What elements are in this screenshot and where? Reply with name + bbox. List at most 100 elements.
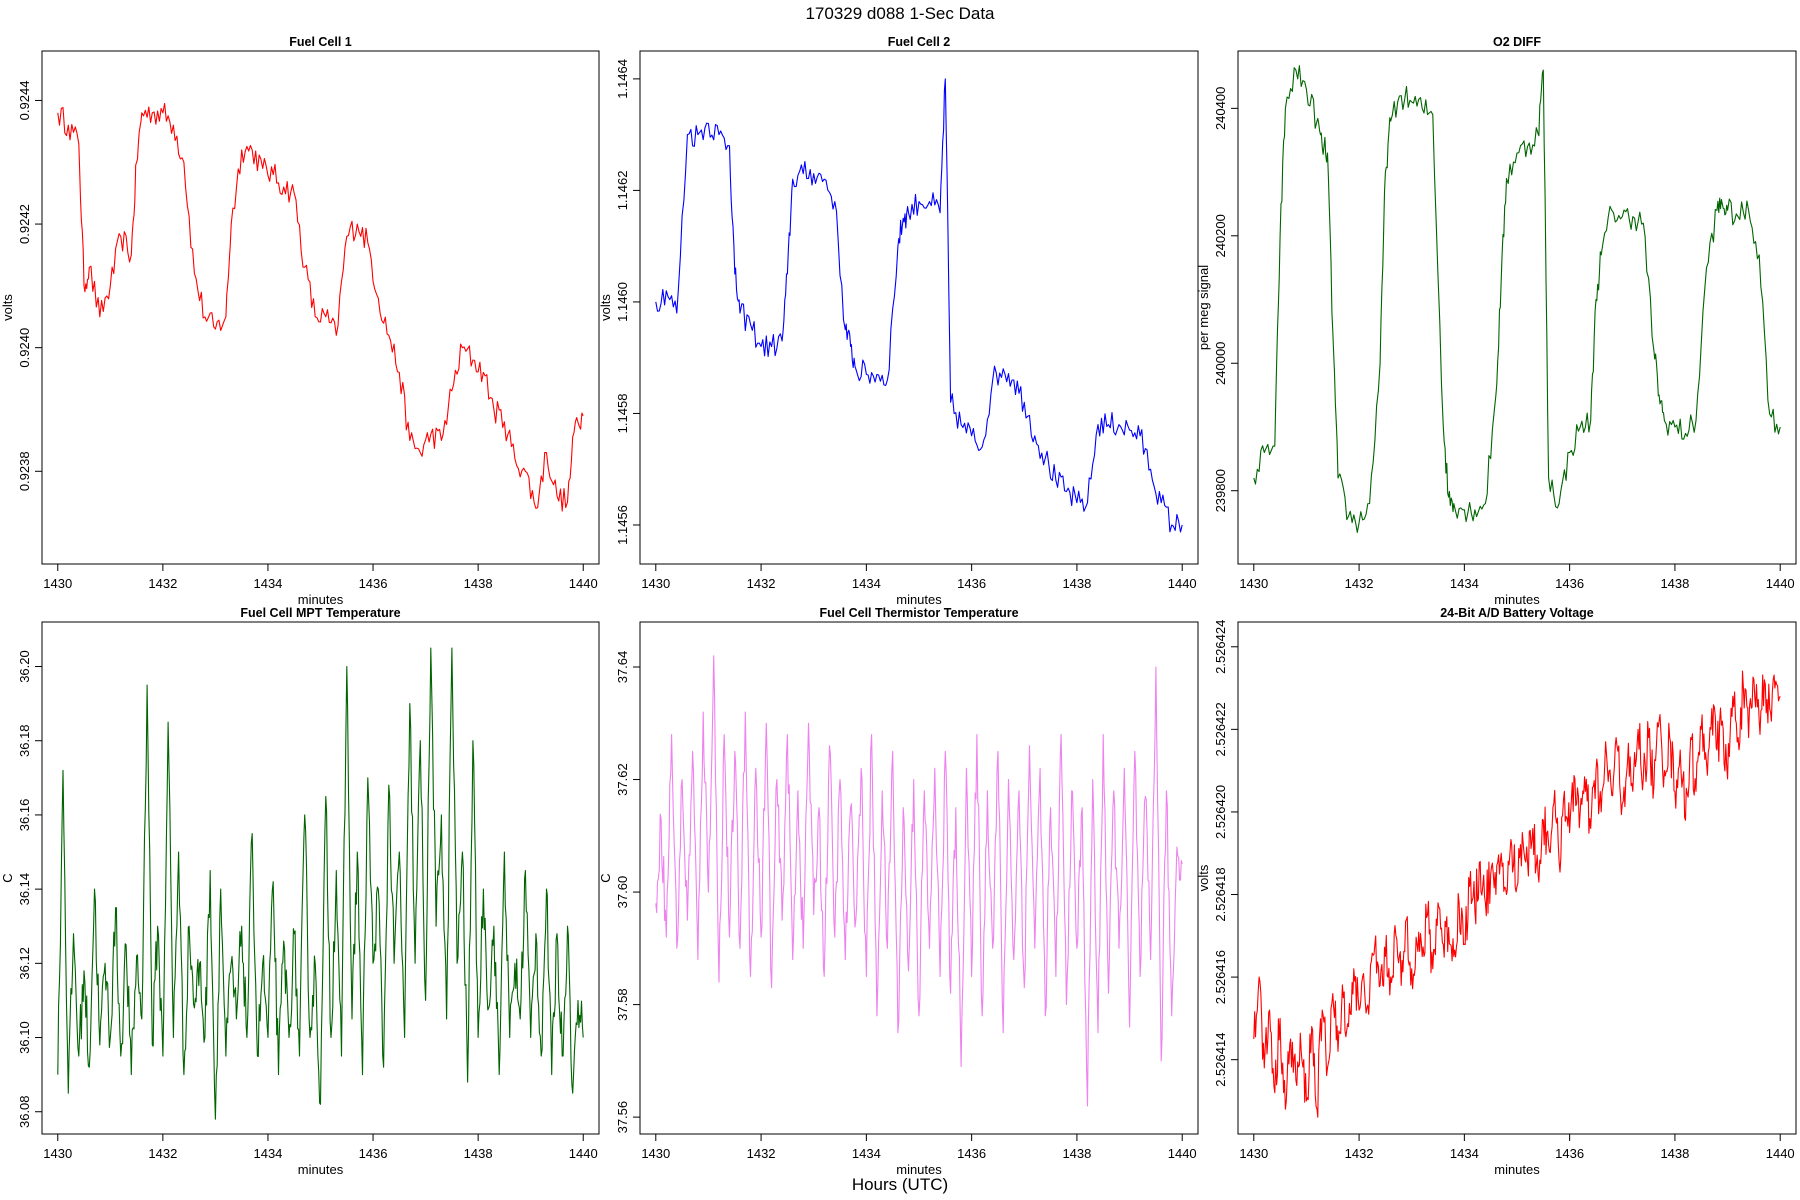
x-tick-label: 1436	[359, 576, 388, 591]
y-tick-label: 36.20	[17, 650, 32, 683]
y-tick-label: 36.10	[17, 1021, 32, 1054]
y-tick-label: 1.1460	[615, 282, 630, 322]
x-tick-label: 1434	[852, 576, 881, 591]
x-tick-label: 1434	[253, 1146, 282, 1161]
y-axis-label: volts	[1196, 864, 1211, 891]
y-tick-label: 0.9240	[17, 328, 32, 368]
y-tick-label: 2.526422	[1213, 702, 1228, 756]
y-tick-label: 36.18	[17, 724, 32, 757]
x-tick-label: 1438	[1660, 576, 1689, 591]
y-tick-label: 2.526414	[1213, 1033, 1228, 1087]
x-tick-label: 1436	[1555, 576, 1584, 591]
y-tick-label: 0.9238	[17, 451, 32, 491]
y-axis-label: C	[0, 873, 15, 882]
y-tick-label: 37.62	[615, 763, 630, 796]
y-tick-label: 1.1458	[615, 394, 630, 434]
figure-title: 170329 d088 1-Sec Data	[805, 4, 995, 23]
x-tick-label: 1438	[1062, 576, 1091, 591]
y-tick-label: 37.58	[615, 988, 630, 1021]
x-tick-label: 1432	[747, 576, 776, 591]
y-tick-label: 240200	[1213, 214, 1228, 257]
x-tick-label: 1434	[1450, 1146, 1479, 1161]
chart-panel-3: O2 DIFF 1430 1432 1434 1436 1438 1440 minutes 23…	[1196, 35, 1797, 607]
x-tick-label: 1436	[957, 1146, 986, 1161]
x-axis-label: minutes	[896, 1162, 942, 1177]
data-series-line	[57, 647, 584, 1120]
x-tick-label: 1430	[1239, 576, 1268, 591]
data-series-line	[57, 102, 584, 512]
y-axis-label: C	[598, 873, 613, 882]
plot-frame	[639, 621, 1199, 1135]
x-tick-label: 1430	[43, 1146, 72, 1161]
x-tick-label: 1432	[148, 576, 177, 591]
data-series-line	[655, 78, 1183, 533]
x-tick-label: 1440	[1766, 1146, 1795, 1161]
panel-title: Fuel Cell Thermistor Temperature	[819, 606, 1018, 620]
x-tick-label: 1436	[957, 576, 986, 591]
x-axis-label: minutes	[298, 1162, 344, 1177]
x-tick-label: 1440	[569, 1146, 598, 1161]
y-tick-label: 36.12	[17, 947, 32, 980]
y-tick-label: 1.1462	[615, 171, 630, 211]
y-axis-label: per meg signal	[1196, 265, 1211, 350]
chart-panel-2: Fuel Cell 2 1430 1432 1434 1436 1438 1440 minut…	[598, 35, 1199, 607]
y-axis-label: volts	[0, 294, 15, 321]
y-tick-label: 37.56	[615, 1101, 630, 1134]
figure-xlabel: Hours (UTC)	[852, 1175, 948, 1194]
x-tick-label: 1434	[852, 1146, 881, 1161]
plot-frame	[41, 621, 600, 1135]
x-tick-label: 1438	[464, 1146, 493, 1161]
x-tick-label: 1436	[1555, 1146, 1584, 1161]
y-tick-label: 36.16	[17, 799, 32, 832]
y-tick-label: 2.526424	[1213, 620, 1228, 674]
x-axis-label: minutes	[298, 592, 344, 607]
y-tick-label: 2.526418	[1213, 867, 1228, 921]
y-tick-label: 0.9244	[17, 81, 32, 121]
data-series-line	[655, 655, 1183, 1107]
plot-frame	[1237, 50, 1797, 565]
x-axis-label: minutes	[1494, 592, 1540, 607]
x-tick-label: 1430	[1239, 1146, 1268, 1161]
x-tick-label: 1440	[1766, 576, 1795, 591]
x-tick-label: 1440	[569, 576, 598, 591]
y-tick-label: 240000	[1213, 342, 1228, 385]
x-tick-label: 1434	[253, 576, 282, 591]
panel-title: O2 DIFF	[1493, 35, 1541, 49]
x-tick-label: 1432	[747, 1146, 776, 1161]
panel-title: Fuel Cell 2	[888, 35, 951, 49]
x-tick-label: 1430	[43, 576, 72, 591]
y-tick-label: 2.526416	[1213, 950, 1228, 1004]
x-tick-label: 1430	[641, 1146, 670, 1161]
panel-title: Fuel Cell MPT Temperature	[240, 606, 400, 620]
x-axis-label: minutes	[1494, 1162, 1540, 1177]
y-tick-label: 37.64	[615, 651, 630, 684]
x-tick-label: 1434	[1450, 576, 1479, 591]
y-tick-label: 37.60	[615, 876, 630, 909]
y-tick-label: 36.08	[17, 1095, 32, 1128]
chart-panel-4: Fuel Cell MPT Temperature 1430 1432 1434 143…	[0, 606, 600, 1177]
y-tick-label: 36.14	[17, 873, 32, 906]
x-tick-label: 1436	[359, 1146, 388, 1161]
x-tick-label: 1432	[1345, 1146, 1374, 1161]
x-tick-label: 1432	[1345, 576, 1374, 591]
panel-title: 24-Bit A/D Battery Voltage	[1440, 606, 1594, 620]
y-axis-label: volts	[598, 294, 613, 321]
data-series-line	[1253, 670, 1781, 1118]
data-series-line	[1253, 65, 1781, 533]
x-axis-label: minutes	[896, 592, 942, 607]
chart-panels: Fuel Cell 1 1430 1432 1434 1436 1438 1440 minut…	[0, 35, 1797, 1177]
chart-panel-1: Fuel Cell 1 1430 1432 1434 1436 1438 1440 minut…	[0, 35, 600, 607]
y-tick-label: 240400	[1213, 87, 1228, 130]
chart-panel-5: Fuel Cell Thermistor Temperature 1430 1432…	[598, 606, 1199, 1177]
x-tick-label: 1432	[148, 1146, 177, 1161]
y-tick-label: 1.1464	[615, 59, 630, 99]
x-tick-label: 1430	[641, 576, 670, 591]
x-tick-label: 1440	[1168, 1146, 1197, 1161]
plot-frame	[1237, 621, 1797, 1135]
plot-frame	[41, 50, 600, 565]
y-tick-label: 1.1456	[615, 505, 630, 545]
y-tick-label: 2.526420	[1213, 785, 1228, 839]
x-tick-label: 1438	[1062, 1146, 1091, 1161]
plot-frame	[639, 50, 1199, 565]
